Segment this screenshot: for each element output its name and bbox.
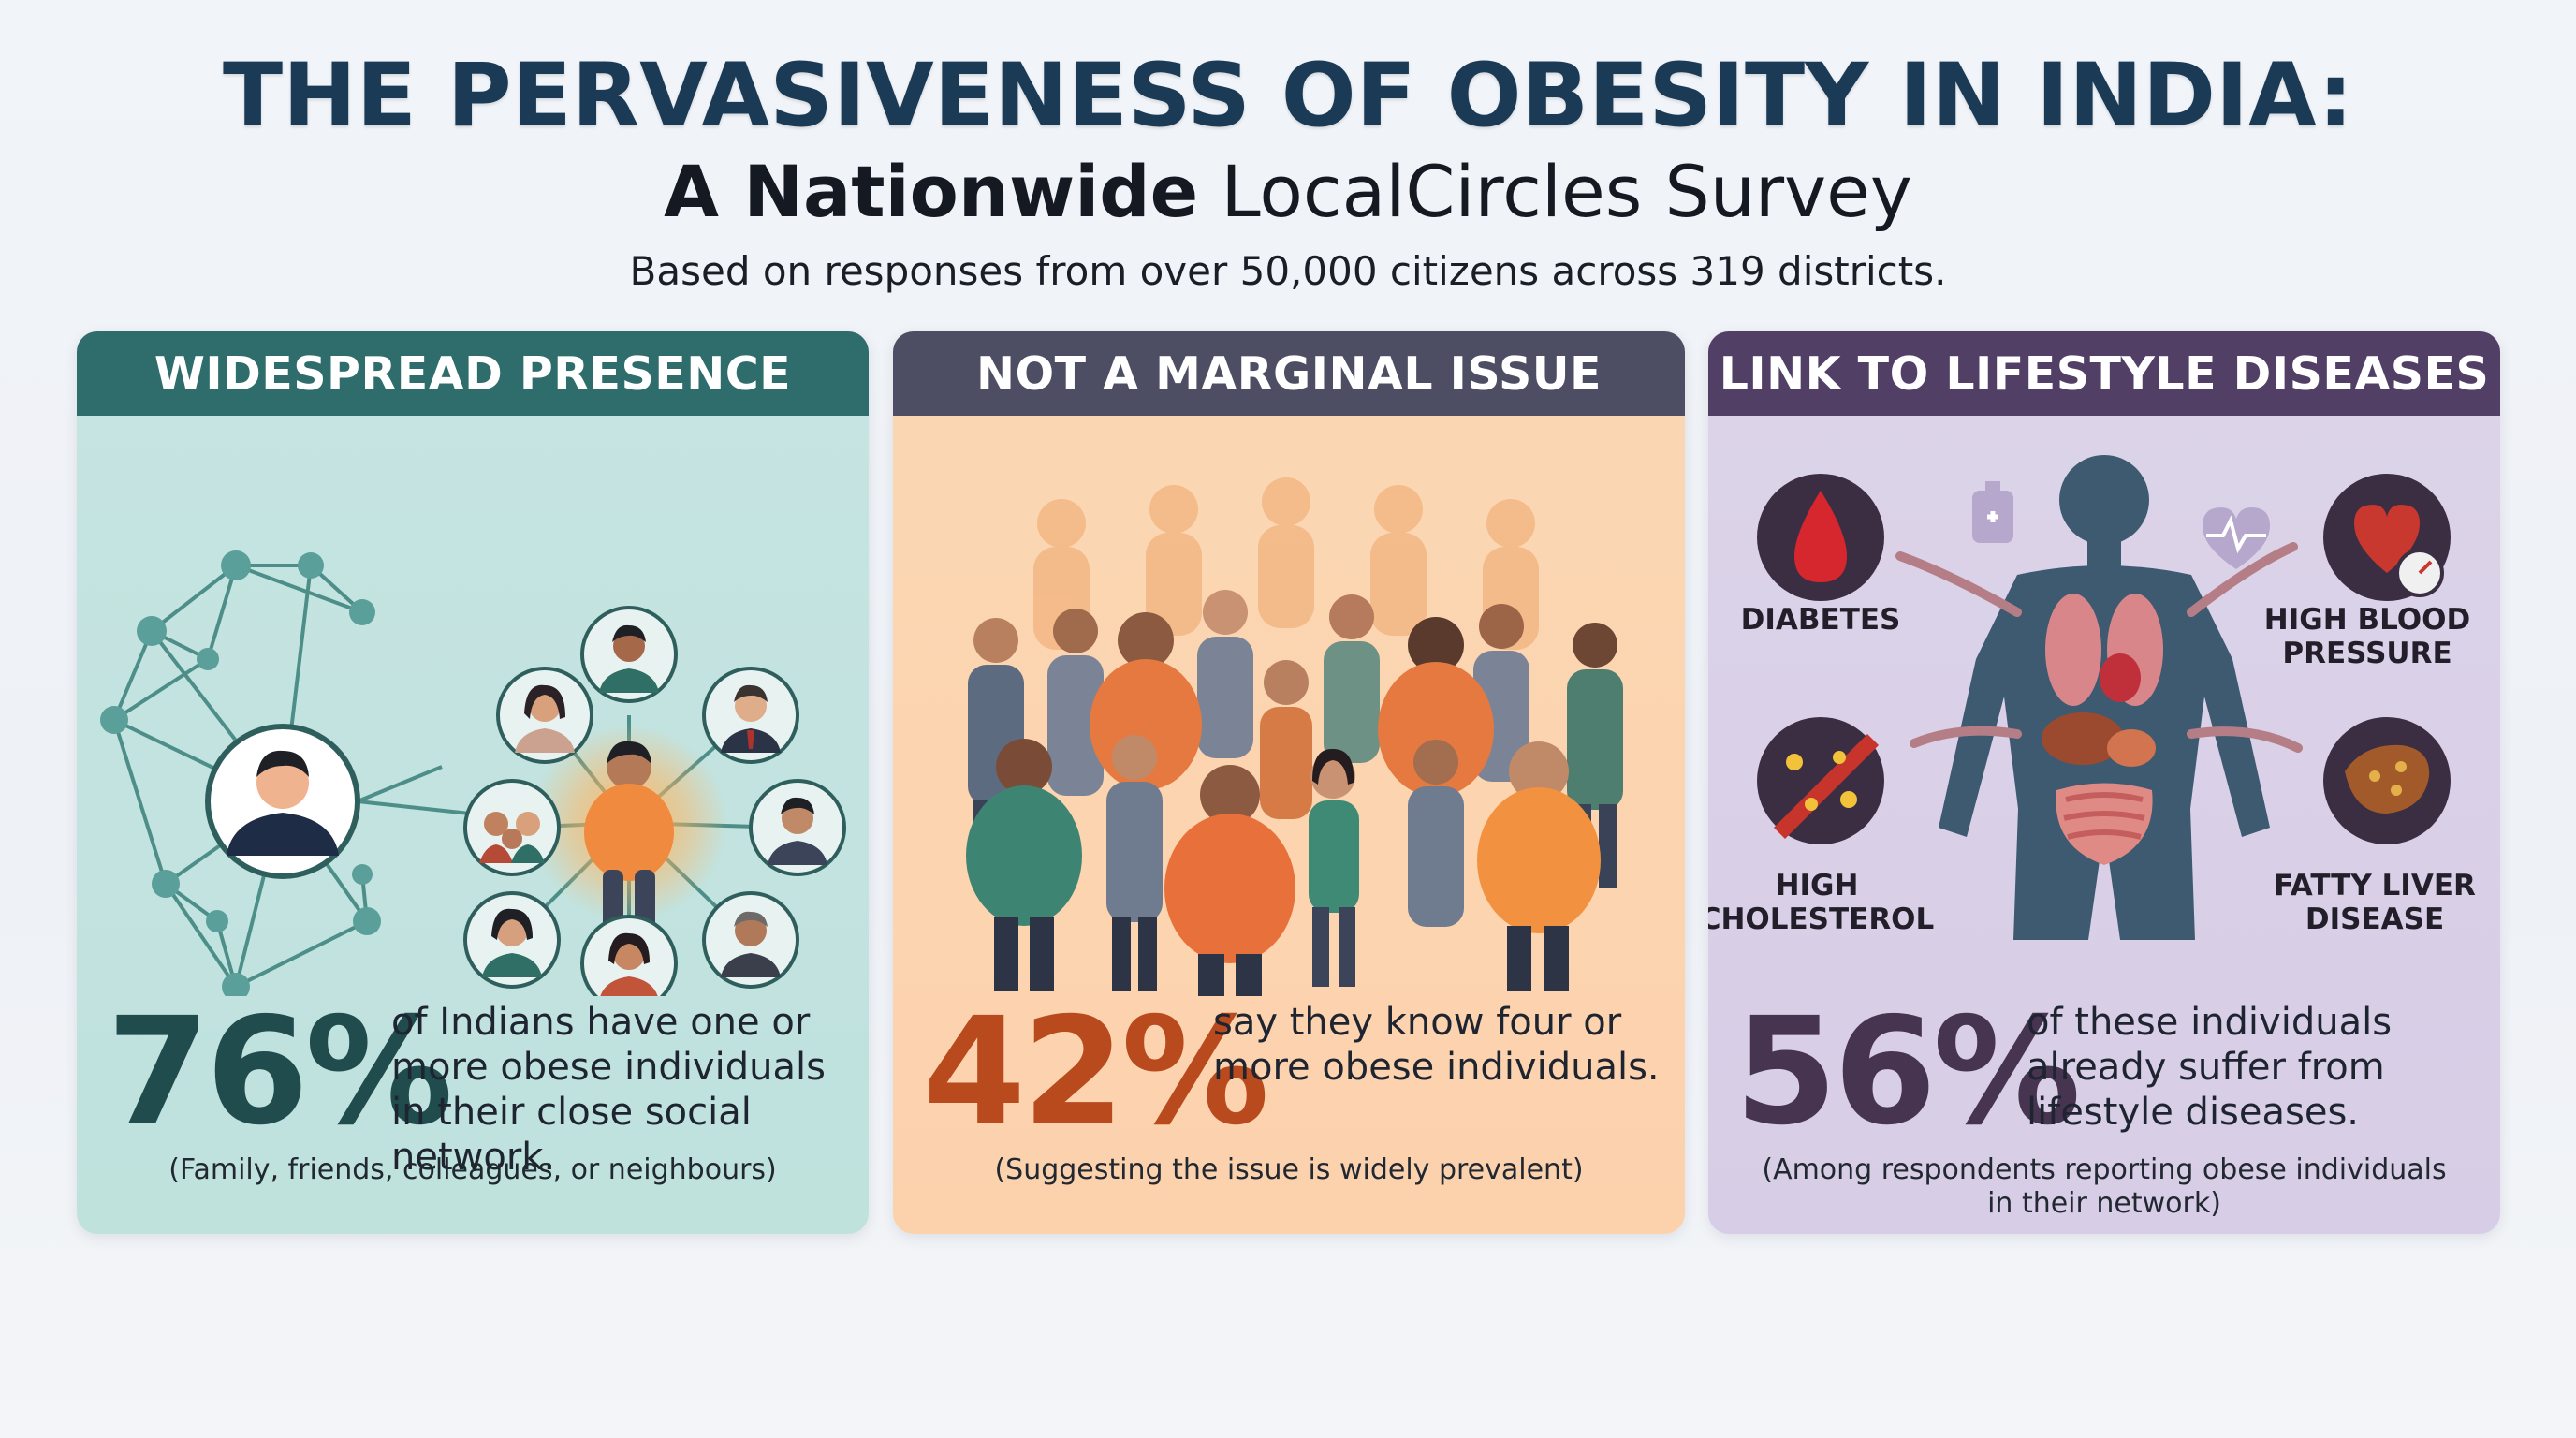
subtitle-rest: LocalCircles Survey: [1198, 150, 1912, 233]
label-high-blood-pressure: HIGH BLOOD PRESSURE: [2263, 603, 2471, 670]
stat-value: 56%: [1734, 986, 2081, 1158]
stat-description: of these individuals already suffer from…: [2027, 1001, 2393, 1134]
crowd-icon: [966, 477, 1623, 996]
stat-value: 42%: [923, 986, 1269, 1158]
label-high-cholesterol: HIGH CHOLESTEROL: [1708, 869, 1935, 936]
panel-heading: NOT A MARGINAL ISSUE: [893, 331, 1685, 416]
label-diabetes: DIABETES: [1740, 603, 1901, 637]
page-subtitle: A Nationwide LocalCircles Survey: [0, 150, 2576, 234]
stat-note: (Suggesting the issue is widely prevalen…: [994, 1153, 1584, 1186]
stat-note: (Among respondents reporting obese indiv…: [1762, 1153, 2447, 1220]
panel-heading: WIDESPREAD PRESENCE: [77, 331, 869, 416]
body-organs-icon: [1757, 455, 2451, 940]
subtitle-bold: A Nationwide: [664, 150, 1199, 233]
page-title: THE PERVASIVENESS OF OBESITY IN INDIA:: [222, 45, 2354, 147]
panel-heading: LINK TO LIFESTYLE DISEASES: [1708, 331, 2500, 416]
social-network-icon: [100, 550, 846, 996]
label-fatty-liver-disease: FATTY LIVER DISEASE: [2274, 869, 2476, 936]
panel-not-marginal-issue: NOT A MARGINAL ISSUE: [893, 331, 1685, 1234]
stat-description: of Indians have one or more obese indivi…: [391, 1001, 826, 1179]
page-tagline: Based on responses from over 50,000 citi…: [629, 248, 1947, 294]
panel-lifestyle-diseases: LINK TO LIFESTYLE DISEASES: [1708, 331, 2500, 1234]
stat-value: 76%: [107, 986, 453, 1158]
stat-description: say they know four or more obese individ…: [1213, 1001, 1660, 1089]
stat-note: (Family, friends, colleagues, or neighbo…: [168, 1153, 777, 1186]
panel-widespread-presence: WIDESPREAD PRESENCE: [77, 331, 869, 1234]
